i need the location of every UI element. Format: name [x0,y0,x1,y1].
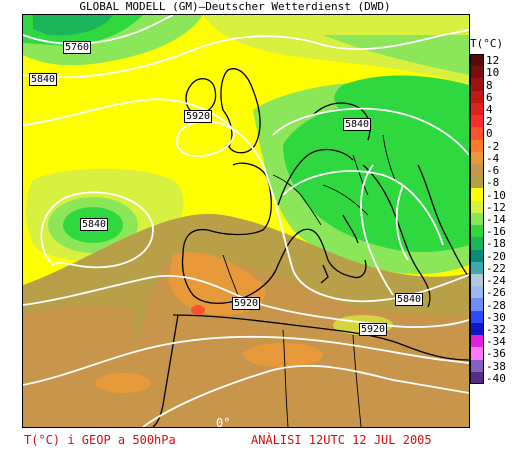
tan-field-southwest [23,304,143,427]
legend-swatch [470,164,484,177]
field-description: T(°C) i GEOP a 500hPa [24,433,176,447]
legend-tick-label: -8 [486,176,500,190]
legend-swatch [470,151,484,165]
temperature-field [23,15,469,427]
legend-swatch [470,322,484,336]
contour-label-5: 5840 [80,218,109,231]
bright-green-north-europe [334,75,469,135]
legend-tick-label: -26 [486,286,506,300]
legend-tick-label: -18 [486,237,506,251]
red-patch-iberia [191,305,205,315]
legend-swatch [470,127,484,141]
legend-swatch [470,54,484,67]
legend-tick-label: -14 [486,213,506,226]
legend-swatch [470,225,484,238]
weather-map: 5760 5840 5920 5840 5840 5920 5840 5920 … [22,14,470,428]
legend-title: T(°C) [470,37,504,50]
legend-tick-label: 4 [486,103,493,116]
legend-tick-label: 6 [486,90,493,104]
legend-tick-label: -6 [486,164,500,178]
orange-patch-southwest [95,373,151,393]
geopotential-contours [23,15,469,427]
legend-tick-label: -36 [486,347,506,361]
legend-swatch [470,212,484,226]
analysis-time: ANÀLISI 12UTC 12 JUL 2005 [251,433,432,447]
legend-tick-label: -32 [486,323,506,336]
legend-swatch [470,78,484,92]
legend-swatch [470,102,484,116]
zero-meridian-label: 0° [216,416,231,428]
legend-swatch [470,335,484,348]
contour-label-3: 5920 [184,110,213,123]
mid-green-north [323,35,469,75]
color-legend: 12 10 8 6 4 2 0 -2 -4 -6 -8 -10 -12 -14 -16 -18 -20 -22 -2… [470,54,520,385]
bright-green-central-europe [283,101,469,253]
legend-tick-label: -20 [486,249,506,263]
contour-label-2: 5840 [29,73,58,86]
map-title: GLOBAL MODELL (GM)–Deutscher Wetterdiens… [79,0,391,13]
legend-tick-label: -38 [486,359,506,373]
legend-tick-label: -16 [486,225,506,239]
legend-swatch [470,188,484,202]
legend-tick-label: 10 [486,66,500,80]
legend-tick-label: -40 [486,371,506,385]
contour-label-6: 5920 [232,297,261,310]
legend-tick-label: 0 [486,127,493,141]
light-green-north [203,15,469,85]
legend-swatch [470,90,484,104]
dark-green-northwest [33,15,113,36]
legend-tick-label: -24 [486,274,506,288]
legend-swatch [470,359,484,373]
legend-tick-label: -2 [486,139,500,153]
contour-label-7: 5840 [395,293,424,306]
legend-tick-label: -22 [486,261,506,275]
legend-tick-label: 2 [486,115,493,129]
contour-label-8: 5920 [359,323,388,336]
legend-swatch [470,371,484,385]
legend-swatch [470,66,484,79]
legend-swatch [470,115,484,128]
legend-tick-label: 12 [486,54,500,68]
contour-label-1: 5760 [63,41,92,54]
contour-label-4: 5840 [343,118,372,131]
legend-swatch [470,298,484,312]
legend-tick-label: -28 [486,298,506,312]
legend-swatch [470,286,484,299]
legend-swatch [470,310,484,324]
legend-swatch [470,274,484,287]
legend-tick-label: 8 [486,78,493,92]
legend-swatch [470,249,484,263]
legend-tick-label: -12 [486,200,506,214]
legend-tick-label: -10 [486,188,506,202]
legend-swatch [470,261,484,275]
legend-swatch [470,139,484,153]
orange-patch-africa [243,343,323,367]
legend-tick-label: -34 [486,335,506,349]
legend-swatch [470,200,484,214]
legend-tick-label: -30 [486,310,506,324]
legend-swatch [470,237,484,251]
legend-swatch [470,176,484,189]
legend-tick-label: -4 [486,151,500,165]
legend-swatch [470,347,484,361]
